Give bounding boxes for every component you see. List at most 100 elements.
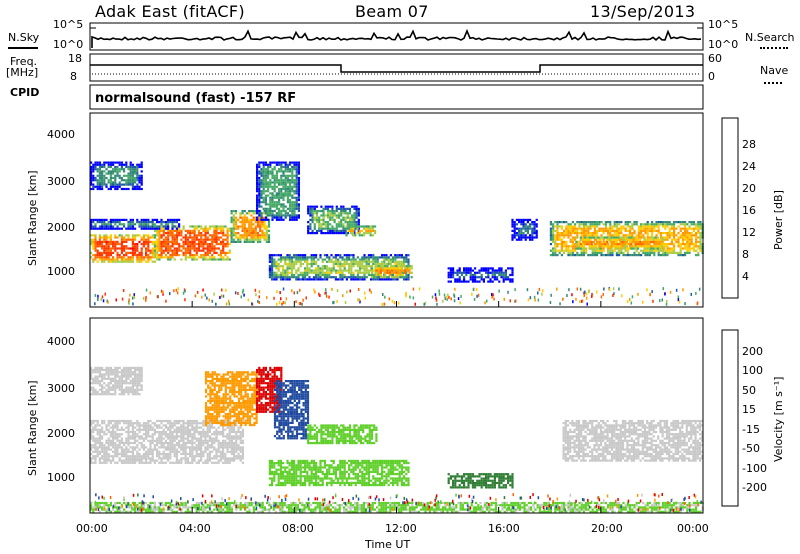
velocity-cell-0: [123, 441, 126, 445]
power-cell-1: [226, 238, 229, 241]
power-cell-1: [191, 247, 194, 250]
velocity-cell-0: [160, 444, 163, 447]
power-cell-2: [254, 210, 257, 213]
power-cell-8: [290, 273, 293, 277]
power-cell-2: [239, 236, 242, 239]
power-cell-12: [549, 254, 552, 257]
power-cell-8: [348, 267, 351, 270]
power-cell-12: [582, 249, 585, 252]
power-cell-12: [558, 251, 561, 254]
velocity-cell-0: [145, 428, 148, 431]
power-cell-5: [280, 168, 283, 171]
power-cell-12: [688, 245, 691, 248]
power-cell-0: [101, 254, 104, 257]
velocity-cell-0: [149, 446, 152, 449]
power-cell-5: [282, 203, 285, 206]
power-cell-8: [295, 269, 298, 272]
power-cell-0: [103, 236, 106, 239]
power-cell-12: [642, 236, 645, 239]
power-cell-9: [390, 265, 393, 268]
power-cell-5: [271, 170, 274, 173]
power-cell-8: [326, 254, 329, 257]
velocity-cell-0: [127, 435, 130, 438]
power-speckle: [258, 301, 261, 304]
power-cell-4: [96, 161, 99, 164]
power-cell-8: [297, 260, 300, 263]
power-cell-1: [180, 238, 183, 241]
power-cell-13: [654, 236, 657, 239]
power-cell-5: [275, 201, 278, 204]
velocity-cell-0: [101, 450, 104, 453]
power-speckle: [454, 287, 456, 291]
power-cell-3: [94, 223, 97, 226]
power-cell-6: [335, 207, 338, 210]
power-cell-12: [587, 232, 590, 235]
velocity-cell-0: [116, 452, 119, 456]
power-speckle: [562, 297, 564, 301]
power-cell-11: [531, 223, 534, 226]
power-speckle: [646, 288, 648, 292]
velocity-cell-0: [94, 444, 97, 447]
power-cell-2: [252, 216, 255, 219]
power-cell-0: [116, 240, 119, 243]
power-cell-5: [258, 172, 261, 175]
power-cell-12: [677, 238, 680, 241]
power-speckle: [537, 291, 539, 295]
power-speckle: [393, 301, 396, 305]
power-cell-10: [474, 280, 477, 283]
power-cell-12: [567, 227, 570, 230]
xtick-3: 12:00: [385, 522, 417, 535]
power-cell-4: [125, 179, 128, 182]
power-cell-9: [388, 269, 391, 272]
velocity-cell-0: [107, 452, 110, 456]
power-cell-6: [342, 227, 345, 230]
power-cell-8: [348, 258, 351, 261]
power-cell-0: [147, 243, 150, 246]
power-cell-3: [162, 221, 165, 224]
velocity-cell-0: [142, 444, 145, 447]
velocity-cell-0: [112, 457, 115, 460]
velocity-cell-0: [182, 433, 185, 436]
power-cell-2: [256, 234, 260, 237]
power-cell-2: [252, 234, 255, 237]
power-cell-2: [259, 225, 262, 228]
velocity-cell-0: [197, 459, 200, 462]
power-cell-8: [339, 256, 342, 259]
power-cell-8: [290, 258, 293, 261]
power-speckle: [669, 290, 672, 294]
power-cell-2: [254, 238, 257, 241]
power-cell-1: [217, 254, 220, 257]
power-cell-8: [282, 276, 285, 279]
power-cell-4: [129, 172, 132, 175]
power-cell-0: [94, 240, 97, 243]
power-cell-8: [372, 256, 375, 259]
power-cell-8: [321, 273, 324, 277]
power-cell-0: [140, 243, 143, 246]
power-cell-5: [293, 192, 296, 195]
power-cell-4: [131, 179, 134, 182]
power-cell-1: [182, 254, 185, 257]
velocity-cell-0: [184, 452, 187, 456]
power-cell-0: [136, 234, 139, 237]
power-cell-5: [293, 207, 296, 210]
power-cell-13: [603, 243, 607, 246]
power-cell-12: [690, 232, 693, 235]
power-cell-0: [92, 238, 95, 241]
power-cell-2: [254, 227, 257, 230]
power-cell-2: [243, 227, 246, 230]
power-cell-2: [234, 232, 238, 235]
power-cell-13: [610, 236, 613, 239]
power-cell-10: [498, 267, 501, 270]
velocity-cell-0: [186, 430, 189, 434]
power-cell-6: [355, 212, 358, 215]
power-cell-1: [184, 249, 187, 252]
power-speckle: [418, 287, 421, 291]
power-cell-8: [332, 262, 335, 266]
power-cell-13: [658, 240, 662, 244]
cpid-panel-frame: [89, 84, 704, 110]
velocity-cell-0: [116, 444, 119, 447]
power-cell-1: [202, 243, 205, 246]
power-cell-4: [105, 176, 108, 180]
velocity-cell-0: [180, 433, 183, 436]
power-cell-5: [260, 201, 263, 204]
